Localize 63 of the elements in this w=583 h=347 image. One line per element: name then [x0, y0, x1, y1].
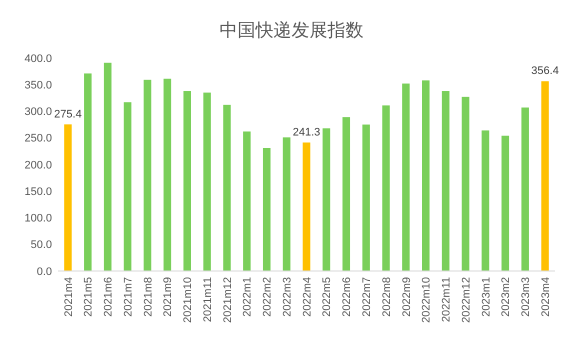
bar	[362, 124, 370, 271]
x-tick-label: 2021m5	[82, 277, 95, 317]
bar	[521, 108, 529, 271]
bar	[302, 142, 310, 271]
x-tick-label: 2022m5	[321, 277, 334, 317]
x-tick-label: 2022m7	[360, 277, 373, 317]
y-tick-label: 150.0	[24, 186, 52, 198]
x-tick-label: 2021m10	[182, 277, 194, 323]
bar	[64, 124, 72, 271]
x-tick-label: 2021m8	[142, 277, 154, 317]
y-tick-label: 350.0	[24, 79, 52, 92]
x-tick-label: 2022m9	[400, 277, 413, 317]
bar	[262, 148, 271, 271]
x-tick-label: 2021m9	[162, 277, 174, 317]
bar	[183, 91, 191, 271]
bar	[322, 128, 330, 271]
bar	[84, 73, 92, 271]
bar	[342, 117, 350, 271]
y-tick-label: 200.0	[24, 159, 52, 172]
bar	[422, 80, 430, 271]
x-tick-label: 2021m12	[222, 277, 234, 323]
bar	[382, 105, 390, 271]
x-tick-label: 2022m12	[460, 277, 472, 323]
x-tick-label: 2022m4	[301, 277, 314, 317]
x-tick-label: 2022m8	[380, 277, 393, 317]
x-tick-label: 2022m10	[420, 277, 433, 323]
x-tick-label: 2023m2	[500, 277, 512, 317]
data-label: 241.3	[292, 126, 320, 139]
bar	[164, 78, 172, 271]
x-tick-label: 2022m3	[281, 277, 294, 317]
x-tick-label: 2023m3	[520, 277, 532, 317]
y-tick-label: 400.0	[24, 52, 52, 65]
y-tick-label: 250.0	[24, 132, 52, 145]
bar	[104, 62, 112, 271]
x-tick-label: 2022m11	[440, 277, 453, 322]
data-label: 275.4	[54, 108, 82, 120]
y-tick-label: 0.0	[36, 266, 52, 278]
bar	[282, 137, 290, 271]
bar	[203, 92, 211, 271]
bar	[223, 104, 231, 271]
x-tick-label: 2022m6	[341, 277, 354, 317]
bar	[124, 102, 132, 271]
x-tick-label: 2022m2	[262, 277, 274, 317]
chart-title: 中国快递发展指数	[220, 20, 364, 40]
bar	[462, 96, 470, 271]
x-tick-label: 2021m6	[102, 277, 115, 317]
y-tick-label: 50.0	[30, 239, 52, 252]
x-tick-label: 2021m11	[202, 277, 214, 322]
y-tick-label: 100.0	[24, 212, 52, 225]
x-tick-label: 2021m4	[62, 277, 75, 317]
data-label: 356.4	[531, 65, 559, 78]
x-tick-label: 2023m1	[480, 277, 492, 317]
bar	[541, 81, 549, 271]
x-tick-label: 2022m1	[242, 277, 254, 317]
bar	[144, 80, 152, 271]
y-tick-label: 300.0	[24, 106, 52, 118]
bar	[482, 130, 490, 271]
bar	[243, 131, 251, 271]
bar	[502, 136, 510, 271]
bar	[402, 84, 410, 271]
bar	[442, 91, 450, 271]
x-tick-label: 2023m4	[540, 277, 552, 317]
x-tick-label: 2021m7	[122, 277, 134, 317]
